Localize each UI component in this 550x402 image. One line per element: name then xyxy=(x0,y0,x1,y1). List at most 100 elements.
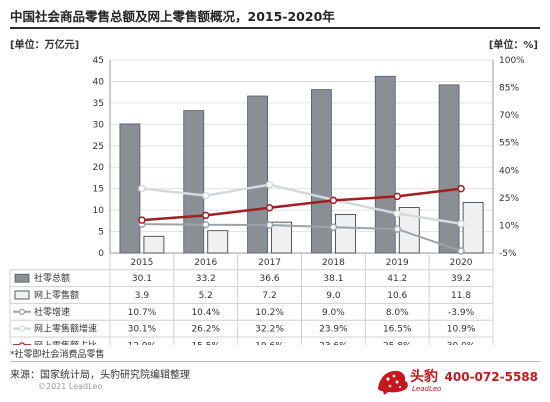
data-label: 23.9% xyxy=(319,325,348,335)
left-axis-tick-label: 35 xyxy=(93,99,104,109)
point-online-share xyxy=(138,216,146,224)
data-label: 41.2 xyxy=(387,274,407,284)
bar-retail-total xyxy=(183,110,205,254)
bar-retail-total xyxy=(247,95,268,254)
data-label: 11.8 xyxy=(451,291,471,301)
data-label: 10.4% xyxy=(191,308,220,318)
point-online-growth xyxy=(393,209,401,218)
data-label: 26.2% xyxy=(191,325,220,335)
data-label: 30.1% xyxy=(128,325,157,335)
point-online-share xyxy=(393,192,401,201)
point-online-share xyxy=(329,196,338,205)
data-label: 32.2% xyxy=(255,325,284,335)
data-label: 10.9% xyxy=(447,325,476,335)
x-tick-label: 2020 xyxy=(450,258,473,268)
data-label: 30.0% xyxy=(447,341,476,345)
bar-online-retail xyxy=(143,235,165,254)
x-tick-label: 2019 xyxy=(386,258,409,268)
data-label: 7.2 xyxy=(262,291,276,301)
legend-key-online-retail xyxy=(14,290,30,300)
data-label: 15.5% xyxy=(191,341,220,345)
legend-label: 社零增速 xyxy=(34,306,70,318)
right-axis-tick-label: -5% xyxy=(499,249,517,259)
data-label: 23.6% xyxy=(319,341,348,345)
point-retail-growth xyxy=(202,220,210,229)
line-online-share xyxy=(141,187,462,222)
point-online-growth xyxy=(138,184,146,193)
data-label: 9.0% xyxy=(322,308,345,318)
bar-retail-total xyxy=(311,89,332,254)
left-axis-tick-label: 10 xyxy=(93,206,105,216)
chart-title: 中国社会商品零售总额及网上零售额概况，2015-2020年 xyxy=(10,9,335,24)
bar-retail-total xyxy=(438,84,460,254)
legend-key-marker-online-share xyxy=(18,342,26,345)
footnote: *社零即社会消费品零售 xyxy=(10,350,105,360)
x-tick-label: 2018 xyxy=(322,258,345,268)
chart-canvas: 0 5 10 15 20 25 30 35 40 45 -5% 10% 25% 40% 55% 70% 85% 1… xyxy=(9,56,525,345)
x-tick-label: 2017 xyxy=(258,258,281,268)
point-retail-growth xyxy=(329,223,338,232)
data-label: 10.7% xyxy=(128,308,157,318)
right-axis-tick-label: 100% xyxy=(499,56,525,66)
data-label: 25.8% xyxy=(383,341,412,345)
right-axis-tick-label: 10% xyxy=(499,221,519,231)
bar-online-retail xyxy=(462,201,484,254)
copyright: ©2021 LeadLeo xyxy=(38,382,103,391)
point-retail-growth xyxy=(265,221,274,229)
left-axis-tick-label: 40 xyxy=(93,77,105,87)
data-label: 33.2 xyxy=(196,274,216,284)
brand-name: 头豹 xyxy=(410,369,438,385)
right-axis-tick-label: 70% xyxy=(499,111,519,121)
point-online-share xyxy=(457,184,465,193)
data-label: 16.5% xyxy=(383,325,412,335)
point-online-share xyxy=(202,211,210,220)
point-online-growth xyxy=(265,180,274,189)
line-retail-growth xyxy=(141,223,462,252)
left-axis-tick-label: 20 xyxy=(93,163,105,173)
data-label: 39.2 xyxy=(451,274,471,284)
data-label: 30.1 xyxy=(132,274,152,284)
legend-label: 网上零售额占比 xyxy=(34,339,97,345)
x-tick-label: 2015 xyxy=(130,258,153,268)
bar-online-retail xyxy=(207,230,229,254)
point-online-share xyxy=(265,204,274,212)
bar-online-retail xyxy=(335,213,356,254)
right-axis-tick-label: 85% xyxy=(499,84,519,94)
data-label: 3.9 xyxy=(135,291,150,301)
left-axis-tick-label: 15 xyxy=(93,185,104,195)
leopard-logo-icon xyxy=(378,370,408,395)
point-online-growth xyxy=(457,220,465,228)
legend-key-retail-total xyxy=(14,273,30,283)
right-axis-unit: [单位：%] xyxy=(488,40,538,51)
left-axis-unit: [单位：万亿元] xyxy=(10,40,80,51)
left-axis-tick-label: 25 xyxy=(93,142,104,152)
left-axis-tick-label: 45 xyxy=(93,56,104,66)
data-label: 36.6 xyxy=(260,274,280,284)
bar-online-retail xyxy=(271,221,292,254)
data-label: 12.9% xyxy=(128,341,157,345)
right-axis-tick-label: 40% xyxy=(499,166,519,176)
data-label: 10.2% xyxy=(255,308,284,318)
bar-retail-total xyxy=(119,123,141,254)
right-axis-tick-label: 25% xyxy=(499,194,519,204)
data-label: 8.0% xyxy=(386,308,409,318)
contact-phone: 400-072-5588 xyxy=(444,370,538,384)
legend-key-marker-retail-growth xyxy=(18,308,26,315)
point-retail-growth xyxy=(457,247,465,255)
left-axis-tick-label: 30 xyxy=(93,120,105,130)
data-label: 5.2 xyxy=(199,291,213,301)
legend-label: 网上零售额增速 xyxy=(34,323,97,335)
data-label: 9.0 xyxy=(326,291,341,301)
left-axis-tick-label: 5 xyxy=(98,228,104,238)
source-note: 来源：国家统计局，头豹研究院编辑整理 xyxy=(10,370,190,381)
footer-rule xyxy=(10,361,540,362)
x-tick-label: 2016 xyxy=(194,258,217,268)
point-online-growth xyxy=(202,191,210,200)
brand-subtitle: LeadLeo xyxy=(412,385,442,393)
legend-label: 网上零售额 xyxy=(34,289,79,301)
data-label: 19.6% xyxy=(255,341,284,345)
data-label: -3.9% xyxy=(448,308,475,318)
right-axis-tick-label: 55% xyxy=(499,139,519,149)
left-axis-tick-label: 0 xyxy=(98,249,104,259)
data-label: 38.1 xyxy=(323,274,343,284)
